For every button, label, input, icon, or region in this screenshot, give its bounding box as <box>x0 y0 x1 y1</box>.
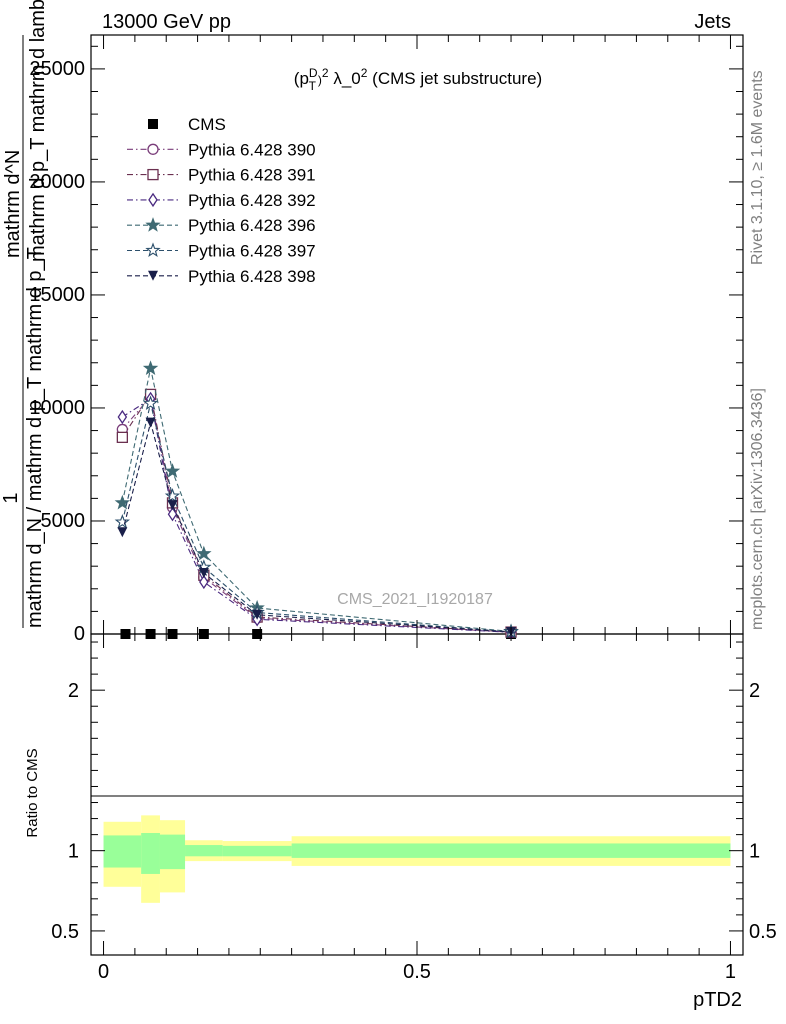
legend-label: Pythia 6.428 398 <box>188 267 316 286</box>
ratio-ytick-label-left: 0.5 <box>51 921 79 943</box>
main-ytick-label: 25000 <box>29 58 85 80</box>
data-point <box>114 514 131 529</box>
watermark-analysis-id: CMS_2021_I1920187 <box>337 591 493 608</box>
data-point <box>145 417 156 428</box>
x-tick-label: 0.5 <box>403 961 431 983</box>
ratio-green-band-1 <box>141 833 160 874</box>
ratio-ytick-label-right: 1 <box>749 841 760 863</box>
ylabel-frac-top: 1 <box>0 492 22 503</box>
main-y-axis-label: 1 mathrm d_N / mathrm d p_T mathrm d p_T… <box>0 0 49 628</box>
header-jets-label: Jets <box>694 11 731 33</box>
ratio-green-band-3 <box>185 845 223 857</box>
ylabel-second-top: mathrm d^N <box>2 150 24 258</box>
legend-marker <box>147 168 159 181</box>
ratio-ytick-label-right: 0.5 <box>749 921 777 943</box>
ylabel-frac-bottom: mathrm d_N / mathrm d p_T mathrm d p_T <box>24 247 46 628</box>
axes-layer: 0 5000 10000 15000 20000 25000 0 0.5 1 0.5 0.5 1 1 2 2 <box>29 35 777 983</box>
data-point <box>114 494 131 510</box>
ratio-ytick-label-left: 1 <box>68 841 79 863</box>
legend-label: Pythia 6.428 397 <box>188 242 316 261</box>
rivet-version-label: Rivet 3.1.10, ≥ 1.6M events <box>749 70 766 265</box>
legend-label: CMS <box>188 115 226 134</box>
series-line <box>121 368 512 633</box>
data-point <box>252 609 263 620</box>
data-point <box>142 360 159 375</box>
legend-marker <box>147 143 159 155</box>
data-point <box>120 629 131 639</box>
legend-marker <box>145 242 161 258</box>
x-axis-label: pTD2 <box>693 989 742 1011</box>
main-ytick-label: 20000 <box>29 171 85 193</box>
series-line <box>121 420 512 633</box>
data-point <box>117 409 128 425</box>
legend-marker <box>148 192 158 208</box>
data-point <box>164 463 181 478</box>
data-point <box>252 629 263 639</box>
plot-title: (pD T)2 λ_02 (CMS jet substructure) <box>294 66 542 93</box>
x-tick-label: 0 <box>98 961 109 983</box>
legend-label: Pythia 6.428 390 <box>188 140 316 159</box>
data-point <box>116 431 128 443</box>
data-point <box>198 629 209 639</box>
ratio-ytick-label-left: 2 <box>68 680 79 702</box>
data-point <box>164 488 181 503</box>
legend-label: Pythia 6.428 396 <box>188 216 316 235</box>
data-point <box>196 545 212 561</box>
ratio-bands <box>103 815 731 903</box>
data-point <box>199 574 209 590</box>
ratio-y-axis-label: Ratio to CMS <box>24 748 41 837</box>
series-line <box>121 403 512 633</box>
data-point <box>167 500 178 511</box>
main-ytick-label: 15000 <box>29 284 85 306</box>
ratio-green-band-2 <box>159 834 186 870</box>
data-point <box>142 395 159 410</box>
data-point <box>117 527 128 538</box>
mcplots-credit-label: mcplots.cern.ch [arXiv:1306.3436] <box>749 388 766 630</box>
series-layer <box>114 360 519 640</box>
main-ytick-label: 5000 <box>41 510 86 532</box>
legend-marker <box>148 119 158 129</box>
x-tick-label: 1 <box>725 961 736 983</box>
legend-marker <box>145 217 161 232</box>
data-point <box>167 629 178 639</box>
main-ytick-label: 10000 <box>29 397 85 419</box>
ratio-green-band-5 <box>291 843 731 858</box>
ylabel-second-bottom: mathrm d p_T mathrm d lambda <box>27 0 49 262</box>
main-ytick-label: 0 <box>74 623 85 645</box>
data-point <box>198 567 209 578</box>
legend-marker <box>148 270 158 281</box>
data-point <box>145 629 156 639</box>
data-point <box>167 507 178 522</box>
ratio-green-band-0 <box>103 835 142 868</box>
legend: CMS Pythia 6.428 390 Pythia 6.428 391 Pythi… <box>127 115 316 286</box>
ratio-green-band-4 <box>222 845 292 857</box>
series-s398 <box>117 417 517 637</box>
ratio-plot-frame <box>90 633 744 956</box>
ratio-ytick-label-right: 2 <box>749 680 760 702</box>
legend-label: Pythia 6.428 392 <box>188 191 316 210</box>
legend-label: Pythia 6.428 391 <box>188 166 316 185</box>
header-energy-label: 13000 GeV pp <box>102 11 231 33</box>
